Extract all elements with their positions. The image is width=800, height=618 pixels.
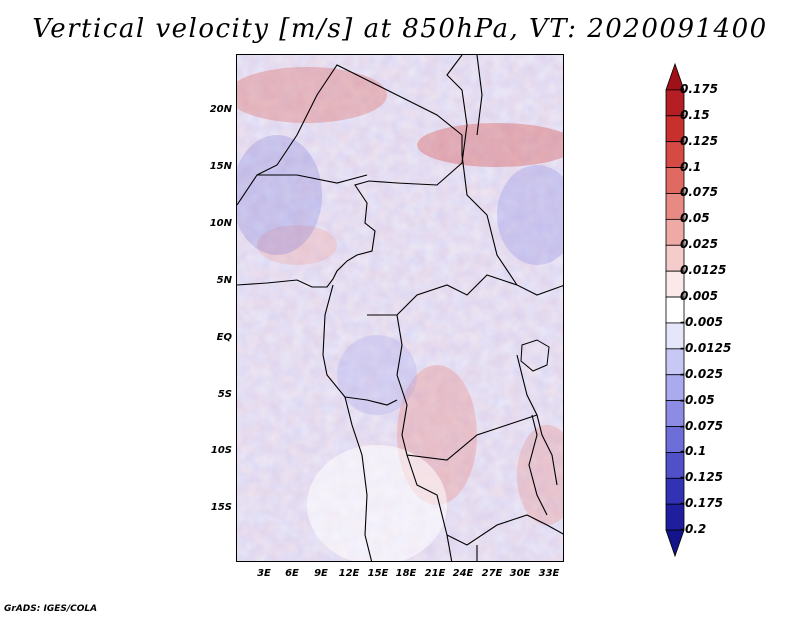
colorbar-label: -0.125 bbox=[680, 470, 723, 485]
colorbar-label: 0.15 bbox=[680, 107, 710, 122]
colorbar-label: -0.1 bbox=[680, 444, 707, 459]
colorbar-label: -0.05 bbox=[680, 392, 715, 407]
lon-label-15e: 15E bbox=[367, 568, 389, 579]
lon-label-24e: 24E bbox=[452, 568, 474, 579]
colorbar-label: 0.05 bbox=[680, 211, 710, 226]
colorbar-label: 0.125 bbox=[680, 133, 718, 148]
lat-label-5n: 5N bbox=[216, 275, 232, 286]
lon-label-9e: 9E bbox=[314, 568, 328, 579]
colorbar-label: -0.175 bbox=[680, 496, 723, 511]
colorbar bbox=[665, 62, 685, 558]
colorbar-label: -0.005 bbox=[680, 314, 723, 329]
lon-label-30e: 30E bbox=[509, 568, 531, 579]
velocity-field bbox=[237, 55, 563, 561]
colorbar-label: 0.075 bbox=[680, 185, 718, 200]
lat-label-10s: 10S bbox=[210, 445, 232, 456]
map-title: Vertical velocity [m/s] at 850hPa, VT: 2… bbox=[32, 14, 768, 44]
colorbar-label: 0.175 bbox=[680, 81, 718, 96]
lat-label-20n: 20N bbox=[209, 104, 232, 115]
lat-label-10n: 10N bbox=[209, 218, 232, 229]
lat-label-eq: EQ bbox=[216, 332, 232, 343]
colorbar-label: 0.025 bbox=[680, 237, 718, 252]
lon-label-27e: 27E bbox=[481, 568, 503, 579]
colorbar-label: -0.0125 bbox=[680, 340, 732, 355]
lat-label-15n: 15N bbox=[209, 161, 232, 172]
map-panel bbox=[236, 54, 564, 562]
credit-text: GrADS: IGES/COLA bbox=[4, 604, 98, 614]
lon-label-6e: 6E bbox=[285, 568, 299, 579]
colorbar-label: 0.005 bbox=[680, 289, 718, 304]
colorbar-bin-18 bbox=[665, 529, 685, 558]
lon-label-18e: 18E bbox=[395, 568, 417, 579]
lon-label-21e: 21E bbox=[424, 568, 446, 579]
colorbar-label: 0.1 bbox=[680, 159, 702, 174]
colorbar-label: -0.025 bbox=[680, 366, 723, 381]
lon-label-12e: 12E bbox=[338, 568, 360, 579]
colorbar-label: -0.2 bbox=[680, 522, 707, 537]
lat-label-15s: 15S bbox=[210, 502, 232, 513]
colorbar-label: 0.0125 bbox=[680, 263, 727, 278]
colorbar-label: -0.075 bbox=[680, 418, 723, 433]
lon-label-33e: 33E bbox=[538, 568, 560, 579]
lon-label-3e: 3E bbox=[257, 568, 271, 579]
lat-label-5s: 5S bbox=[217, 389, 232, 400]
